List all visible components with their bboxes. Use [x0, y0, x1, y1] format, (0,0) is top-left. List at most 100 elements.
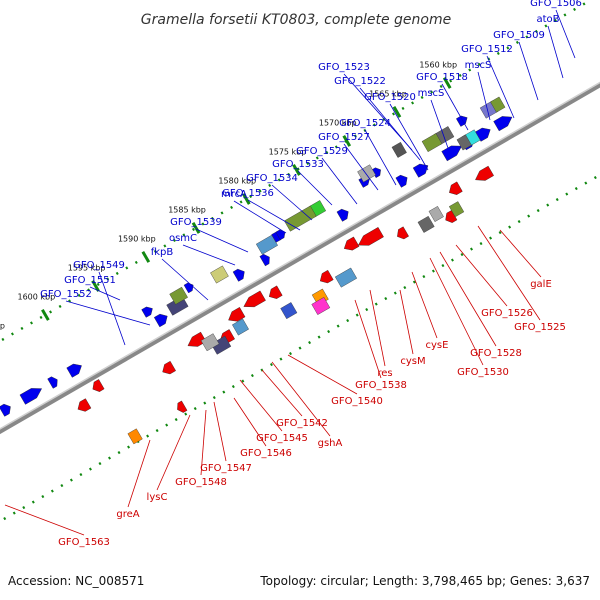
forward-gene-label[interactable]: GFO_1527 — [318, 132, 370, 143]
forward-gene-box[interactable] — [169, 286, 188, 305]
reverse-gene-box[interactable] — [127, 428, 143, 445]
forward-gene-label[interactable]: GFO_1536 — [222, 188, 274, 199]
reverse-gene-label[interactable]: GFO_1525 — [514, 322, 566, 333]
forward-gene-label[interactable]: GFO_1512 — [461, 44, 513, 55]
reverse-gene-box[interactable] — [334, 267, 358, 288]
forward-gene-arrow[interactable] — [19, 388, 43, 405]
reverse-gene-arrow[interactable] — [397, 226, 409, 240]
reverse-gene-label[interactable]: GFO_1526 — [481, 308, 533, 319]
reverse-gene-label[interactable]: GFO_1545 — [256, 433, 308, 444]
reverse-gene-arrow[interactable] — [449, 181, 463, 195]
reverse-gene-label[interactable]: gshA — [318, 438, 343, 449]
reverse-gene-label[interactable]: GFO_1540 — [331, 396, 383, 407]
forward-gene-label[interactable]: GFO_1549 — [73, 260, 125, 271]
forward-gene-label[interactable]: GFO_1539 — [170, 217, 222, 228]
forward-gene-arrow[interactable] — [66, 363, 82, 378]
forward-gene-label[interactable]: GFO_1523 — [318, 62, 370, 73]
reverse-gene-label[interactable]: cysM — [400, 356, 425, 367]
forward-gene-label[interactable]: GFO_1533 — [272, 159, 324, 170]
reverse-gene-arrow[interactable] — [268, 285, 283, 299]
forward-gene-label[interactable]: GFO_1529 — [296, 146, 348, 157]
forward-gene-label[interactable]: GFO_1522 — [334, 76, 386, 87]
forward-gene-label[interactable]: atoB — [536, 14, 559, 25]
forward-gene-label[interactable]: mscS — [465, 60, 492, 71]
reverse-gene-box[interactable] — [311, 297, 331, 315]
forward-gene-arrow[interactable] — [153, 313, 168, 328]
forward-gene-label[interactable]: mscS — [418, 88, 445, 99]
forward-gene-arrow[interactable] — [47, 376, 58, 389]
forward-gene-box[interactable] — [210, 265, 229, 284]
reverse-gene-arrow[interactable] — [243, 290, 266, 308]
reverse-gene-arrow[interactable] — [77, 398, 92, 412]
forward-gene-arrow[interactable] — [0, 403, 11, 417]
forward-gene-label[interactable]: GFO_1518 — [416, 72, 468, 83]
reverse-gene-label[interactable]: GFO_1530 — [457, 367, 509, 378]
reverse-gene-label[interactable]: GFO_1542 — [276, 418, 328, 429]
reverse-gene-arrow[interactable] — [228, 307, 246, 322]
forward-gene-label[interactable]: GFO_1534 — [246, 173, 298, 184]
forward-gene-arrow[interactable] — [259, 253, 270, 267]
forward-gene-arrow[interactable] — [141, 306, 153, 318]
reverse-gene-arrow[interactable] — [187, 331, 207, 347]
forward-leader-line — [89, 286, 121, 301]
reverse-gene-label[interactable]: GFO_1528 — [470, 348, 522, 359]
forward-gene-box[interactable] — [357, 164, 376, 183]
forward-gene-arrow[interactable] — [371, 167, 381, 178]
reverse-gene-box[interactable] — [448, 201, 465, 218]
forward-gene-arrow[interactable] — [493, 116, 513, 132]
forward-gene-arrow[interactable] — [395, 174, 408, 188]
reverse-gene-arrow[interactable] — [343, 236, 360, 251]
reverse-gene-box[interactable] — [417, 215, 435, 233]
reverse-leader-line — [239, 379, 283, 432]
reverse-gene-label[interactable]: greA — [116, 509, 139, 520]
reverse-gene-arrow[interactable] — [319, 269, 334, 284]
reverse-gene-label[interactable]: cysE — [426, 340, 449, 351]
reverse-gene-label[interactable]: GFO_1538 — [355, 380, 407, 391]
reverse-leader-line — [127, 439, 151, 508]
forward-gene-arrow[interactable] — [336, 208, 349, 222]
reverse-gene-arrow[interactable] — [177, 400, 188, 413]
forward-gene-label[interactable]: GFO_1524 — [339, 118, 391, 129]
reverse-gene-box[interactable] — [200, 333, 220, 352]
reverse-gene-box[interactable] — [280, 302, 298, 320]
forward-gene-label[interactable]: GFO_1551 — [64, 275, 116, 286]
forward-gene-arrow[interactable] — [441, 145, 463, 162]
forward-gene-box[interactable] — [255, 234, 278, 255]
forward-gene-arrow[interactable] — [412, 163, 429, 178]
forward-gene-box[interactable] — [490, 96, 506, 113]
scale-tick-label: 1560 kbp — [419, 60, 457, 69]
forward-gene-arrow[interactable] — [183, 282, 194, 294]
reverse-leader-line — [499, 229, 542, 278]
forward-gene-label[interactable]: GFO_1552 — [40, 289, 92, 300]
reverse-gene-box[interactable] — [232, 318, 249, 336]
reverse-gene-arrow[interactable] — [162, 360, 176, 375]
forward-gene-label[interactable]: mrcA — [221, 189, 247, 200]
forward-leader-line — [195, 228, 249, 253]
forward-gene-arrow[interactable] — [232, 268, 245, 282]
reverse-gene-arrow[interactable] — [92, 379, 105, 392]
forward-gene-box[interactable] — [391, 141, 407, 158]
reverse-gene-label[interactable]: galE — [530, 279, 552, 290]
reverse-gene-label[interactable]: GFO_1547 — [200, 463, 252, 474]
reverse-gene-box[interactable] — [428, 206, 444, 222]
forward-gene-label[interactable]: GFO_1509 — [493, 30, 545, 41]
forward-gene-label[interactable]: GFO_1506 — [530, 0, 582, 9]
reverse-gene-label[interactable]: lysC — [147, 492, 168, 503]
reverse-scale-track — [0, 173, 600, 523]
reverse-gene-label[interactable]: res — [377, 368, 392, 379]
reverse-gene-label[interactable]: GFO_1563 — [58, 537, 110, 548]
forward-gene-box[interactable] — [456, 134, 472, 151]
scale-tick-label: 1605 kbp — [0, 321, 5, 330]
forward-gene-arrow[interactable] — [275, 229, 286, 241]
reverse-leader-line — [439, 251, 497, 347]
forward-gene-label[interactable]: osmC — [169, 233, 197, 244]
forward-gene-label[interactable]: GFO_1520 — [364, 92, 416, 103]
forward-gene-box[interactable] — [421, 133, 443, 153]
reverse-gene-arrow[interactable] — [475, 165, 494, 181]
reverse-gene-box[interactable] — [210, 335, 232, 355]
reverse-gene-arrow[interactable] — [358, 227, 384, 246]
reverse-gene-label[interactable]: GFO_1548 — [175, 477, 227, 488]
forward-gene-label[interactable]: fkpB — [151, 247, 174, 258]
reverse-gene-label[interactable]: GFO_1546 — [240, 448, 292, 459]
